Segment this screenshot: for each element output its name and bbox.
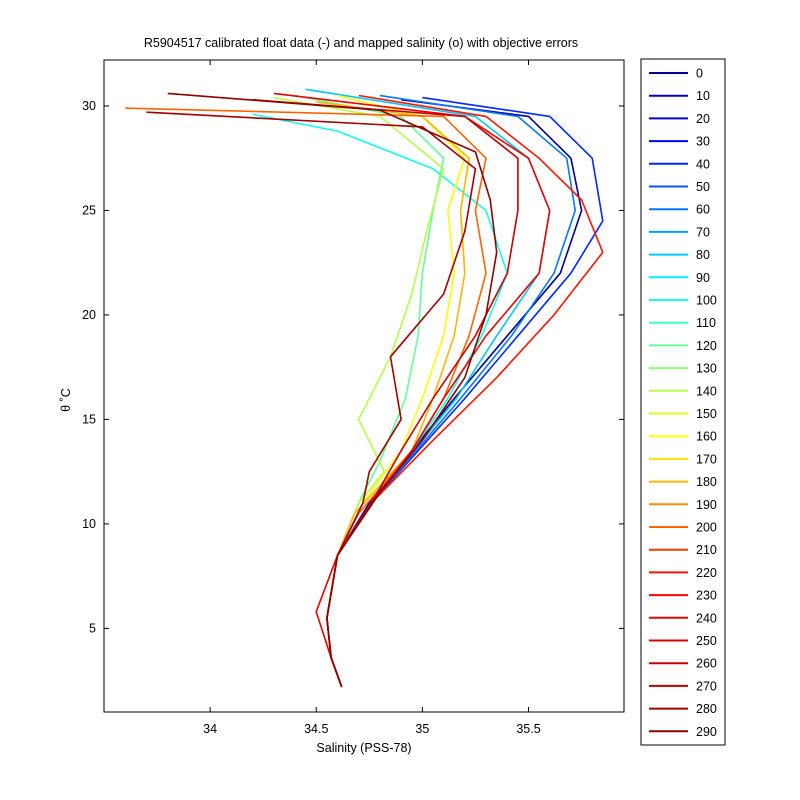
legend-label: 30 (696, 135, 710, 149)
legend-label: 110 (696, 316, 716, 330)
legend-entry-140: 140 (649, 384, 717, 398)
y-tick-label: 15 (82, 412, 96, 426)
legend-entry-180: 180 (649, 475, 717, 489)
x-tick-label: 34 (203, 722, 217, 736)
legend-label: 120 (696, 339, 717, 353)
legend-label: 10 (696, 89, 710, 103)
series-layer (125, 88, 604, 688)
legend-entry-220: 220 (649, 566, 717, 580)
legend-label: 260 (696, 657, 717, 671)
legend-label: 220 (696, 566, 717, 580)
legend-entry-0: 0 (649, 67, 703, 81)
x-tick-label: 34.5 (304, 722, 328, 736)
legend-entry-240: 240 (649, 611, 717, 625)
legend-label: 170 (696, 452, 717, 466)
legend-entry-70: 70 (649, 225, 710, 239)
legend-entry-260: 260 (649, 657, 717, 671)
legend-label: 180 (696, 475, 717, 489)
legend-label: 240 (696, 611, 717, 625)
legend-label: 150 (696, 407, 717, 421)
legend-label: 50 (696, 180, 710, 194)
legend-label: 280 (696, 702, 717, 716)
legend-entry-110: 110 (649, 316, 716, 330)
legend-entry-290: 290 (649, 725, 717, 739)
legend-label: 270 (696, 679, 717, 693)
legend-label: 290 (696, 725, 717, 739)
legend-label: 130 (696, 362, 717, 376)
y-tick-label: 10 (82, 517, 96, 531)
legend-entry-60: 60 (649, 203, 710, 217)
x-tick-label: 35 (415, 722, 429, 736)
legend-label: 190 (696, 498, 717, 512)
legend: 0 10 20 30 40 50 60 70 80 90 100 110 120 130 140 150 160… (649, 67, 717, 739)
legend-label: 160 (696, 430, 717, 444)
series-line-290 (167, 92, 498, 688)
legend-label: 140 (696, 384, 717, 398)
series-line-240 (273, 92, 551, 688)
legend-label: 60 (696, 203, 710, 217)
legend-label: 0 (696, 67, 703, 81)
legend-entry-250: 250 (649, 634, 717, 648)
x-tick-label: 35.5 (516, 722, 540, 736)
legend-entry-130: 130 (649, 362, 717, 376)
legend-box (640, 58, 726, 746)
legend-entry-100: 100 (649, 294, 717, 308)
y-tick-label: 30 (82, 99, 96, 113)
legend-entry-150: 150 (649, 407, 717, 421)
legend-entry-10: 10 (649, 89, 710, 103)
plot-area (103, 59, 625, 713)
legend-entry-20: 20 (649, 112, 710, 126)
legend-entry-270: 270 (649, 679, 717, 693)
legend-label: 210 (696, 543, 717, 557)
legend-label: 250 (696, 634, 717, 648)
legend-entry-50: 50 (649, 180, 710, 194)
legend-label: 200 (696, 521, 717, 535)
legend-label: 40 (696, 157, 710, 171)
legend-entry-210: 210 (649, 543, 717, 557)
legend-label: 90 (696, 271, 710, 285)
legend-entry-200: 200 (649, 521, 717, 535)
legend-label: 20 (696, 112, 710, 126)
y-tick-label: 20 (82, 308, 96, 322)
legend-entry-190: 190 (649, 498, 717, 512)
legend-entry-90: 90 (649, 271, 710, 285)
y-tick-label: 5 (89, 621, 96, 635)
legend-entry-160: 160 (649, 430, 717, 444)
legend-entry-30: 30 (649, 135, 710, 149)
y-tick-label: 25 (82, 203, 96, 217)
legend-entry-120: 120 (649, 339, 717, 353)
legend-entry-280: 280 (649, 702, 717, 716)
axes-layer: 34 34.5 35 35.5 5 10 15 20 25 30 (82, 60, 624, 736)
legend-entry-40: 40 (649, 157, 710, 171)
legend-label: 80 (696, 248, 710, 262)
legend-entry-80: 80 (649, 248, 710, 262)
chart-title: R5904517 calibrated float data (-) and m… (144, 36, 578, 50)
legend-entry-230: 230 (649, 589, 717, 603)
x-axis-label: Salinity (PSS-78) (316, 741, 411, 755)
legend-label: 100 (696, 294, 717, 308)
legend-label: 70 (696, 225, 710, 239)
y-axis-label: θ ˚C (59, 388, 73, 412)
legend-label: 230 (696, 589, 717, 603)
legend-entry-170: 170 (649, 452, 717, 466)
